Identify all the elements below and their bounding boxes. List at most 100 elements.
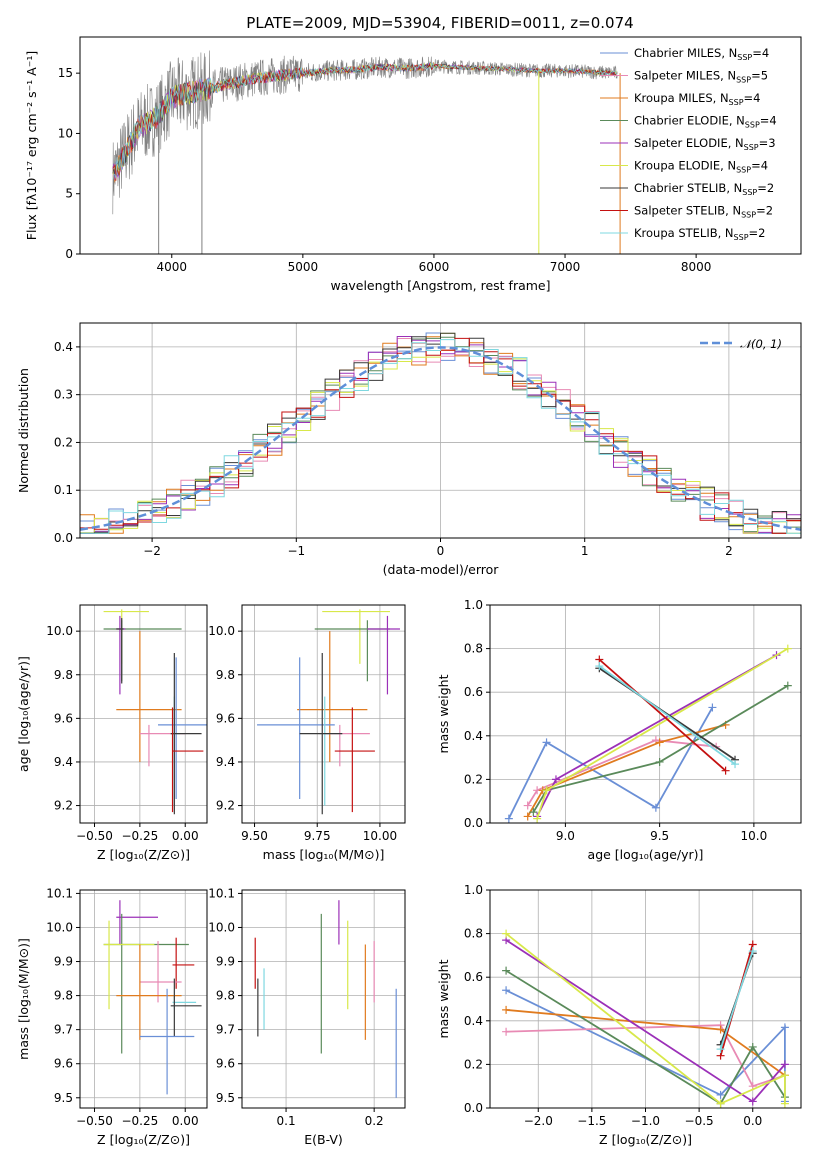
y-tick-label: 0.0 — [464, 1101, 483, 1115]
errorbar-point — [116, 944, 182, 1040]
weight-marker — [551, 775, 560, 784]
weight-marker — [716, 1099, 725, 1108]
errorbar-point — [299, 652, 343, 815]
x-tick-label: 10.0 — [741, 829, 768, 843]
weight-marker — [533, 814, 542, 823]
y-tick-label: 9.7 — [54, 1023, 73, 1037]
legend-label: Chabrier STELIB, NSSP=2 — [634, 181, 774, 197]
weight-marker — [523, 801, 532, 810]
y-tick-label: 0.0 — [54, 531, 73, 545]
y-tick-label: 9.4 — [216, 755, 235, 769]
x-tick-label: −0.25 — [121, 829, 158, 843]
weight-series — [505, 969, 786, 1105]
y-tick-label: 9.6 — [54, 711, 73, 725]
x-tick-label: 9.5 — [650, 829, 669, 843]
y-tick-label: 9.7 — [216, 1023, 235, 1037]
y-tick-label: 1.0 — [464, 598, 483, 612]
weight-marker — [655, 738, 664, 747]
weight-series — [507, 707, 714, 819]
legend-label: Salpeter MILES, NSSP=5 — [634, 69, 768, 85]
errorbar-point — [170, 978, 202, 1037]
x-tick-label: 0.00 — [172, 1114, 199, 1128]
y-tick-label: 9.9 — [54, 955, 73, 969]
errorbar-point — [103, 920, 155, 1010]
x-tick-label: 4000 — [156, 260, 187, 274]
weight-marker — [595, 662, 604, 671]
weight-series — [532, 684, 789, 813]
x-tick-label: 1 — [581, 544, 589, 558]
y-tick-label: 0.1 — [54, 483, 73, 497]
errorbar-point — [324, 724, 370, 767]
x-axis-label: Z [log₁₀(Z/Z⊙)] — [599, 1132, 692, 1147]
y-tick-label: 10.1 — [46, 886, 73, 900]
weight-marker — [780, 1023, 789, 1032]
plot-area — [257, 609, 400, 815]
y-tick-label: 9.6 — [54, 1057, 73, 1071]
y-tick-label: 0.8 — [464, 642, 483, 656]
weight-marker — [731, 760, 740, 769]
y-tick-label: 9.8 — [54, 668, 73, 682]
weight-series — [505, 932, 786, 1105]
axes: −2.0 −1.5 −1.0 −0.5 0.0 0.0 0.2 0.4 0.6 0.8 1.0 Z [… — [436, 883, 802, 1147]
errorbar-point — [116, 618, 124, 684]
x-tick-label: 2 — [725, 544, 733, 558]
errorbar-point — [334, 707, 375, 813]
weight-marker — [502, 929, 511, 938]
weight-marker — [783, 644, 792, 653]
observed-spectrum — [112, 50, 618, 215]
y-tick-label: 0.6 — [464, 685, 483, 699]
y-tick-label: 5 — [65, 187, 73, 201]
weight-marker — [529, 808, 538, 817]
x-axis-label: age [log₁₀(age/yr)] — [588, 847, 704, 862]
weight-marker — [502, 966, 511, 975]
x-tick-label: 7000 — [550, 260, 581, 274]
panel-age_vs_mass: 9.50 9.75 10.00 9.2 9.4 9.6 9.8 10.0 mass [log₁₀… — [208, 604, 406, 862]
y-tick-label: 0.2 — [464, 1057, 483, 1071]
errorbar-point — [116, 900, 159, 945]
x-axis-label: wavelength [Angstrom, rest frame] — [330, 278, 550, 293]
x-axis-label: E(B-V) — [304, 1132, 343, 1147]
histogram-legend: 𝒩(0, 1) — [700, 337, 782, 351]
weight-series — [506, 1024, 786, 1088]
y-tick-label: 9.6 — [216, 711, 235, 725]
weight-marker — [780, 1071, 789, 1080]
y-tick-label: 9.8 — [216, 668, 235, 682]
weight-marker — [708, 703, 717, 712]
legend-label: Salpeter STELIB, NSSP=2 — [634, 204, 773, 220]
x-tick-label: 0.0 — [743, 1114, 762, 1128]
errorbar-point — [158, 657, 207, 800]
y-tick-label: 9.5 — [216, 1091, 235, 1105]
x-axis-label: mass [log₁₀(M/M⊙)] — [263, 847, 385, 862]
errorbar-point — [116, 615, 126, 695]
y-tick-label: 0.8 — [464, 927, 483, 941]
axes: 9.0 9.5 10.0 0.0 0.2 0.4 0.6 0.8 1.0 age [log₁₀(a… — [436, 598, 802, 862]
x-tick-label: −1.0 — [631, 1114, 660, 1128]
y-tick-label: 9.2 — [216, 799, 235, 813]
weight-marker — [780, 1060, 789, 1069]
legend-label: Kroupa ELODIE, NSSP=4 — [634, 159, 768, 175]
weight-marker — [504, 814, 513, 823]
y-tick-label: 10.0 — [46, 624, 73, 638]
plot-area — [504, 644, 792, 823]
errorbar-point — [171, 707, 204, 813]
plot-area — [103, 609, 207, 815]
weight-marker — [655, 757, 664, 766]
y-axis-label: mass [log₁₀(M/M⊙)] — [16, 938, 31, 1060]
legend-label: Chabrier MILES, NSSP=4 — [634, 46, 769, 62]
y-tick-label: 10.0 — [208, 624, 235, 638]
errorbar-point — [322, 609, 390, 664]
x-tick-label: 0.1 — [277, 1114, 296, 1128]
weight-series — [598, 658, 727, 772]
errorbar-point — [257, 657, 335, 800]
residual-histogram-kroupa-stelib — [80, 339, 801, 534]
weight-marker — [651, 803, 660, 812]
x-tick-label: 9.50 — [241, 829, 268, 843]
y-tick-label: 0.4 — [464, 1014, 483, 1028]
panel-mass_weight_vs_age: 9.0 9.5 10.0 0.0 0.2 0.4 0.6 0.8 1.0 age [log₁₀(a… — [436, 598, 802, 862]
y-axis-label: Flux [fλ10⁻¹⁷ erg cm⁻² s⁻¹ A⁻¹] — [24, 51, 39, 240]
axes: −2 −1 0 1 2 0.0 0.1 0.2 0.3 0.4 (data-model)/error… — [16, 322, 802, 577]
weight-marker — [748, 1097, 757, 1106]
weight-marker — [716, 1025, 725, 1034]
y-tick-label: 9.6 — [216, 1057, 235, 1071]
errorbar-point — [367, 615, 400, 695]
